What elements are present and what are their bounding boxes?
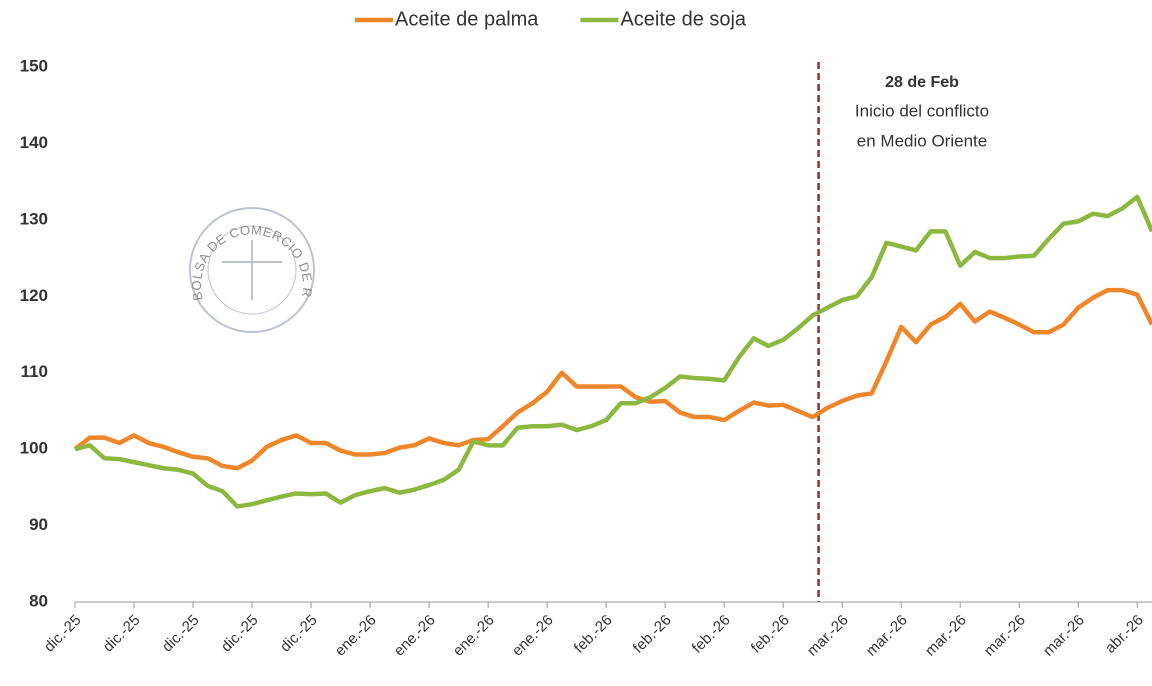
x-tick-label: mar.-26 — [804, 612, 852, 660]
x-tick-label: mar.-26 — [922, 612, 970, 660]
x-tick-label: dic.-25 — [41, 612, 85, 656]
x-tick-label: dic.-25 — [277, 612, 321, 656]
y-tick-label: 90 — [29, 515, 48, 534]
watermark: BOLSA DE COMERCIO DE ROSARIO — [0, 0, 315, 333]
x-tick-label: dic.-25 — [218, 612, 262, 656]
x-tick-label: dic.-25 — [159, 612, 203, 656]
y-tick-label: 80 — [29, 591, 48, 610]
x-tick-label: feb.-26 — [689, 612, 734, 657]
y-tick-label: 120 — [20, 286, 48, 305]
x-tick-label: mar.-26 — [863, 612, 911, 660]
legend-label: Aceite de palma — [395, 8, 539, 30]
x-tick-label: feb.-26 — [630, 612, 675, 657]
y-tick-label: 140 — [20, 133, 48, 152]
x-tick-label: mar.-26 — [981, 612, 1029, 660]
x-tick-label: mar.-26 — [1040, 612, 1088, 660]
y-tick-label: 130 — [20, 209, 48, 228]
annotation-text: en Medio Oriente — [857, 131, 987, 150]
y-tick-label: 100 — [20, 439, 48, 458]
y-tick-label: 150 — [20, 56, 48, 75]
seal-ring — [189, 207, 315, 333]
x-tick-label: ene.-26 — [391, 612, 439, 660]
x-tick-label: ene.-26 — [509, 612, 557, 660]
legend-label: Aceite de soja — [620, 8, 747, 30]
series-line — [74, 194, 1152, 509]
x-tick-label: feb.-26 — [748, 612, 793, 657]
series-line — [73, 287, 1152, 471]
x-tick-label: feb.-26 — [571, 612, 616, 657]
annotation-title: 28 de Feb — [885, 74, 959, 91]
x-tick-label: dic.-25 — [100, 612, 144, 656]
annotation-text: Inicio del conflicto — [855, 101, 989, 120]
x-tick-label: abr.-26 — [1102, 612, 1147, 657]
x-tick-label: ene.-26 — [450, 612, 498, 660]
x-tick-label: ene.-26 — [332, 612, 380, 660]
seal-inner — [207, 225, 297, 315]
y-tick-label: 110 — [21, 362, 48, 381]
